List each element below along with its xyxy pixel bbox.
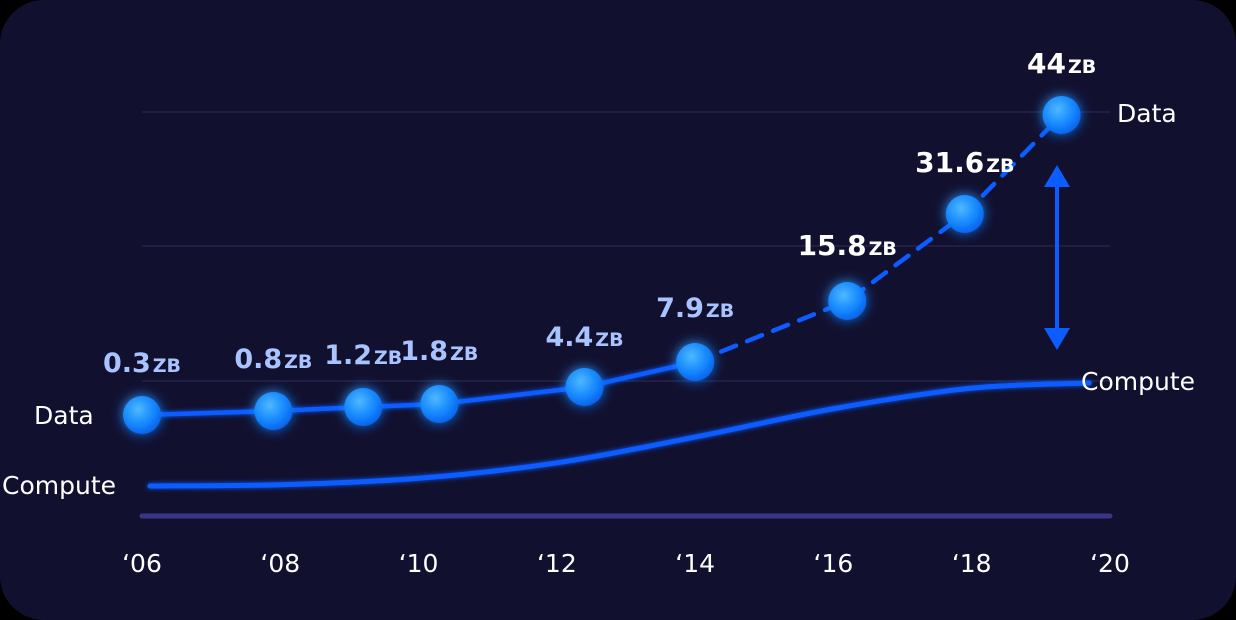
- data-point: [565, 368, 604, 406]
- data-label-unit: ZB: [706, 300, 734, 322]
- data-label: 31.6 ZB: [915, 146, 1014, 179]
- data-label-unit: ZB: [153, 355, 181, 377]
- data-point: [945, 195, 984, 233]
- data-point: [828, 282, 867, 320]
- data-label-value: 4.4: [545, 322, 593, 353]
- x-tick-label: ‘12: [537, 549, 577, 578]
- data-label-unit: ZB: [450, 343, 478, 365]
- x-tick-label: ‘16: [814, 549, 854, 578]
- data-label: 1.2 ZB: [324, 340, 402, 371]
- data-label: 1.8 ZB: [400, 336, 478, 367]
- x-tick-label: ‘18: [952, 549, 992, 578]
- data-point: [254, 392, 293, 430]
- data-label-value: 0.3: [103, 348, 151, 379]
- data-label-unit: ZB: [595, 329, 623, 351]
- x-tick-label: ‘08: [260, 549, 300, 578]
- data-point: [1042, 96, 1081, 134]
- data-point: [344, 388, 383, 426]
- data-label-value: 31.6: [915, 146, 984, 179]
- data-point: [123, 396, 161, 434]
- data-series-projected-line: [692, 112, 1064, 365]
- data-label-unit: ZB: [284, 351, 312, 373]
- x-tick-label: ‘20: [1090, 549, 1130, 578]
- data-start-label: Data: [34, 401, 94, 430]
- gap-arrow-head-up: [1044, 165, 1070, 187]
- data-label: 4.4 ZB: [545, 322, 623, 353]
- x-tick-label: ‘10: [399, 549, 439, 578]
- data-label-unit: ZB: [986, 155, 1014, 177]
- compute-start-label: Compute: [2, 471, 116, 500]
- data-label-unit: ZB: [374, 347, 402, 369]
- data-label-unit: ZB: [1068, 56, 1096, 78]
- data-label: 44 ZB: [1027, 47, 1096, 80]
- data-label: 15.8 ZB: [798, 229, 897, 262]
- data-label: 0.8 ZB: [234, 344, 312, 375]
- data-label-value: 0.8: [234, 344, 282, 375]
- data-label-unit: ZB: [869, 238, 897, 260]
- gap-arrow-head-down: [1044, 328, 1070, 350]
- data-label-value: 44: [1027, 47, 1066, 80]
- data-label: 0.3 ZB: [103, 348, 181, 379]
- data-point: [676, 343, 715, 381]
- gap-arrow: [1044, 165, 1070, 350]
- data-label-value: 15.8: [798, 229, 867, 262]
- compute-end-label: Compute: [1081, 367, 1195, 396]
- data-point: [420, 385, 459, 423]
- x-tick-label: ‘14: [675, 549, 715, 578]
- data-label-value: 7.9: [656, 293, 704, 324]
- data-label: 7.9 ZB: [656, 293, 734, 324]
- data-end-label: Data: [1117, 99, 1177, 128]
- data-label-value: 1.8: [400, 336, 448, 367]
- data-series-line: [139, 359, 698, 418]
- data-label-value: 1.2: [324, 340, 372, 371]
- compute-series-line: [147, 380, 1092, 489]
- x-tick-label: ‘06: [122, 549, 162, 578]
